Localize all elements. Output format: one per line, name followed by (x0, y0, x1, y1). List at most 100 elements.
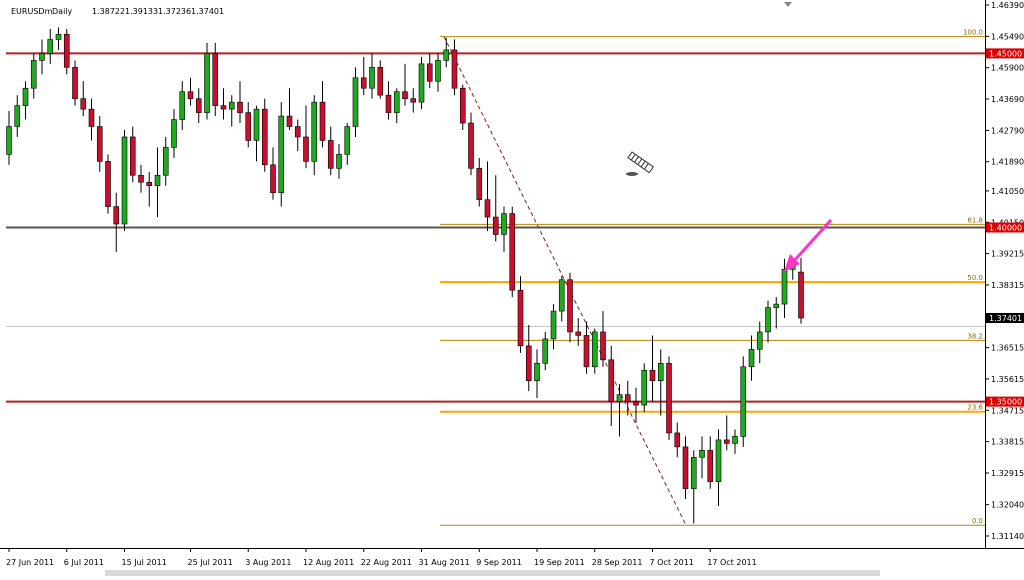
candle-body (517, 289, 524, 347)
x-tick-label: 27 Jun 2011 (6, 558, 54, 567)
candle-body (171, 119, 177, 148)
candle-body (798, 271, 804, 319)
candle-body (352, 77, 359, 127)
candle-body (162, 147, 169, 176)
candle (525, 324, 532, 392)
candle (748, 335, 755, 381)
candle (740, 356, 747, 447)
candle (542, 331, 549, 371)
candle-body (542, 338, 549, 364)
candle (80, 81, 87, 117)
x-tick-label: 15 Jul 2011 (122, 558, 167, 567)
candle (657, 349, 664, 416)
candle-body (748, 349, 755, 368)
y-tick-label: 1.45900 (991, 64, 1024, 73)
candle-body (476, 168, 483, 200)
price-tag: 1.35000 (986, 396, 1024, 407)
candle-body (294, 126, 301, 138)
fib-level-label: 100.0 (963, 29, 983, 37)
candle-body (608, 359, 615, 402)
candle (14, 95, 21, 137)
price-tag-label: 1.37401 (989, 314, 1022, 323)
candle (270, 147, 276, 200)
scroll-indicator-icon[interactable] (784, 2, 792, 7)
candle (715, 429, 722, 507)
candle-body (740, 366, 747, 437)
candle (220, 88, 227, 120)
candle-body (443, 49, 450, 61)
ohlc-low: 1.37236 (158, 7, 191, 16)
candle (426, 53, 433, 89)
candle-body (575, 331, 582, 336)
candle-body (154, 174, 161, 187)
candle-body (228, 101, 235, 110)
y-tick-label: 1.39215 (991, 250, 1024, 259)
candle (781, 258, 788, 319)
candle (187, 77, 194, 106)
candle-body (360, 77, 367, 89)
candle (47, 29, 54, 64)
candle-body (245, 112, 252, 141)
candle-body (336, 154, 342, 169)
fib-level-label: 61.8 (967, 216, 983, 224)
candle (575, 318, 582, 346)
price-tag-bg (986, 222, 1024, 233)
price-tag-label: 1.45000 (989, 49, 1022, 58)
price-tag: 1.45000 (986, 48, 1024, 59)
candle (146, 171, 153, 207)
candle-body (583, 335, 590, 368)
candle (377, 60, 384, 99)
candle (509, 206, 516, 298)
candle-body (781, 268, 788, 305)
candle-body (47, 39, 54, 54)
candle (336, 143, 342, 179)
candle (616, 384, 623, 437)
candle (303, 105, 309, 169)
candle-body (187, 91, 194, 99)
candle-body (80, 98, 87, 110)
candle-body (715, 439, 722, 482)
candle-body (121, 136, 128, 225)
candle-body (641, 369, 648, 406)
candle-body (674, 432, 681, 448)
candle-body (212, 53, 219, 106)
candle-body (344, 126, 351, 155)
y-tick-label: 1.34715 (991, 406, 1024, 415)
candle (63, 29, 70, 75)
candle-body (220, 105, 227, 110)
y-tick-label: 1.36515 (991, 344, 1024, 353)
candle-body (39, 53, 45, 61)
candle (435, 53, 441, 92)
candle (129, 126, 136, 183)
candle (690, 450, 697, 524)
candle-body (756, 331, 763, 350)
candle-body (534, 362, 540, 382)
price-axis[interactable]: 1.46390 1.45490 1.45900 1.43690 1.42790 1.418… (985, 1, 1024, 541)
candle (773, 297, 780, 329)
ohlc-open: 1.38722 (92, 7, 125, 16)
candle-body (666, 362, 672, 434)
price-tag: 1.37401 (986, 312, 1024, 323)
candle-body (138, 174, 144, 183)
candle-body (492, 216, 499, 235)
bottom-scrollbar[interactable] (105, 570, 880, 576)
y-tick-label: 1.45490 (991, 32, 1024, 41)
candle (567, 272, 573, 343)
candle-body (393, 91, 400, 113)
candle-body (773, 303, 780, 308)
candle (707, 436, 714, 489)
candle (88, 98, 95, 141)
fibonacci-retracement: 100.0 61.8 50.0 38.2 23.6 0.0 (440, 29, 985, 526)
candle (674, 422, 681, 458)
candle-body (261, 108, 268, 166)
time-axis[interactable]: 27 Jun 2011 6 Jul 2011 15 Jul 2011 25 Jul 2… (6, 548, 757, 567)
candle (96, 116, 103, 172)
candle (756, 321, 763, 364)
fib-level-label: 38.2 (967, 332, 983, 340)
candle (171, 109, 177, 158)
candle (121, 130, 128, 231)
candle (624, 380, 631, 416)
candle (30, 53, 37, 99)
x-tick-label: 17 Oct 2011 (707, 558, 756, 567)
x-tick-label: 6 Jul 2011 (64, 558, 104, 567)
